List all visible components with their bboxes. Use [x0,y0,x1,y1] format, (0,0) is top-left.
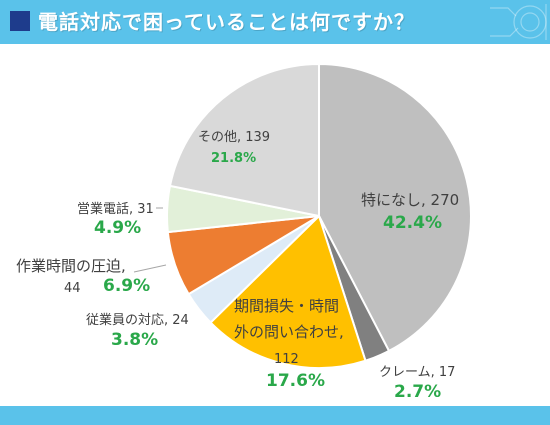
label-eigyo: 営業電話, 31 [77,202,154,217]
label-sagyo-line1: 作業時間の圧迫, [16,257,126,275]
pie-slice-sonota [168,62,320,218]
page-title: 電話対応で困っていることは何ですか？ [38,10,415,34]
percent-sonota: 21.8% [211,151,257,166]
label-sagyo-line2: 44 [64,281,81,296]
label-sonota: その他, 139 [198,130,271,145]
percent-kikan: 17.6% [266,371,325,391]
percent-claim: 2.7% [394,382,442,402]
label-jugyoin: 従業員の対応, 24 [86,313,189,328]
pie-slice-tokuninashi [318,62,472,353]
percent-jugyoin: 3.8% [111,330,159,350]
label-kikan-line3: 112 [274,352,299,367]
percent-eigyo: 4.9% [94,218,142,238]
footer-bar [0,406,550,425]
percent-tokuninashi: 42.4% [383,213,442,233]
circuit-decoration-icon [490,4,547,40]
leader-line-sagyo [133,264,167,273]
percent-sagyo: 6.9% [103,276,151,296]
title-square-icon [10,11,30,31]
label-claim: クレーム, 17 [379,365,456,380]
pie-slice-kikan [209,214,367,369]
label-kikan-line2: 外の問い合わせ, [234,323,344,341]
label-kikan-line1: 期間損失・時間 [234,297,340,315]
label-tokuninashi: 特になし, 270 [361,191,460,209]
title-bar: 電話対応で困っていることは何ですか？ [0,0,550,44]
